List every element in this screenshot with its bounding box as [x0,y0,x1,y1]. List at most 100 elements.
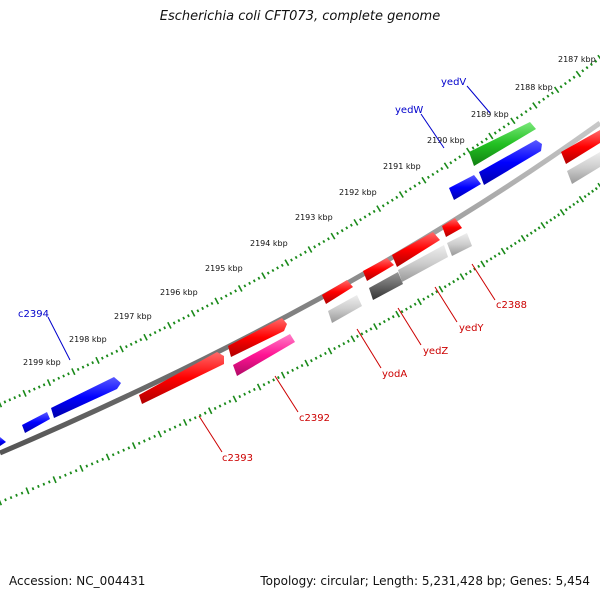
minor-tick [267,380,271,384]
major-tick [214,297,220,305]
minor-tick [178,423,182,427]
minor-tick [452,280,456,284]
minor-tick [435,170,439,174]
minor-tick [387,317,391,321]
minor-tick [497,252,501,256]
major-tick [256,383,262,391]
gene-feature-c2388[interactable] [442,218,462,237]
minor-tick [368,212,372,216]
minor-tick [382,320,386,324]
gene-label-c2388[interactable]: c2388 [496,300,527,311]
gene-label-yodA[interactable]: yodA [382,369,407,380]
minor-tick [127,446,131,450]
minor-tick [528,106,532,111]
minor-tick [153,330,157,335]
gene-feature-yedZ[interactable] [363,258,394,281]
minor-tick [591,189,595,193]
major-tick [575,70,582,78]
minor-tick [395,195,399,199]
major-tick [350,335,356,343]
minor-tick [589,62,593,67]
inner-scale-ticks [0,182,600,506]
major-tick [280,371,286,379]
gene-label-c2392[interactable]: c2392 [299,413,330,424]
minor-tick [280,263,284,267]
minor-tick [252,387,256,391]
gene-feature-red[interactable] [561,130,600,164]
gene-feature-gray[interactable] [398,245,448,282]
gene-feature-yedY[interactable] [392,232,440,267]
minor-tick [223,402,227,406]
gene-feature-blue[interactable] [479,140,542,185]
minor-tick [86,363,90,367]
minor-tick [324,351,327,356]
gene-feature-yedV[interactable] [469,122,536,166]
minor-tick [111,453,115,457]
gene-feature-yodA[interactable] [322,280,353,304]
gene-feature-c2393[interactable] [139,352,224,404]
minor-tick [363,215,367,219]
minor-tick [381,204,385,208]
minor-tick [360,332,364,336]
minor-tick [333,346,336,351]
gene-feature-c2394[interactable] [51,377,121,418]
minor-tick [238,395,242,399]
minor-tick [67,372,70,376]
minor-tick [203,411,207,415]
minor-tick [430,292,434,296]
gene-feature-blue[interactable] [22,412,50,433]
minor-tick [31,487,35,491]
minor-tick [69,471,73,475]
minor-tick [448,282,451,286]
gene-feature-blue[interactable] [0,437,6,446]
gene-feature-gray[interactable] [328,295,362,323]
gene-label-yedV[interactable]: yedV [441,77,466,88]
minor-tick [252,279,256,283]
minor-tick [218,404,222,408]
gene-feature-yedW[interactable] [449,175,481,200]
gene-feature-c2392[interactable] [228,318,287,357]
gene-label-yedZ[interactable]: yedZ [423,346,448,357]
outer-scale-ticks [0,54,600,408]
minor-tick [193,416,197,420]
minor-tick [220,296,223,301]
minor-tick [47,480,51,484]
minor-tick [57,376,61,380]
minor-tick [359,218,362,222]
minor-tick [542,97,546,101]
gene-feature-gray[interactable] [567,152,600,184]
minor-tick [568,78,572,83]
minor-tick [286,371,290,375]
gene-label-c2394[interactable]: c2394 [18,309,49,320]
gene-feature-gray[interactable] [447,233,472,256]
minor-tick [468,269,472,274]
minor-tick [28,389,31,393]
minor-tick [309,359,313,363]
minor-tick [409,305,413,309]
gene-feature-c2392-pink[interactable] [233,334,295,376]
major-tick [79,464,84,472]
major-tick [421,176,427,184]
gene-label-c2393[interactable]: c2393 [222,453,253,464]
minor-tick [440,166,444,171]
minor-tick [271,268,275,273]
gene-label-yedW[interactable]: yedW [395,105,423,116]
minor-tick [158,328,162,332]
minor-tick [234,289,237,293]
minor-tick [513,241,517,245]
minor-tick [349,223,353,227]
major-tick [182,418,188,426]
major-tick [510,117,516,125]
minor-tick [134,340,138,344]
gene-feature-dark-gray[interactable] [369,272,403,300]
minor-tick [272,378,275,382]
scale-label-2193: 2193 kbp [295,213,333,222]
minor-tick [248,281,251,285]
scale-label-2188: 2188 kbp [515,83,553,92]
major-tick [131,442,137,450]
minor-tick [32,387,36,391]
gene-label-yedY[interactable]: yedY [459,323,484,334]
major-tick [398,191,404,198]
major-tick [46,379,52,387]
